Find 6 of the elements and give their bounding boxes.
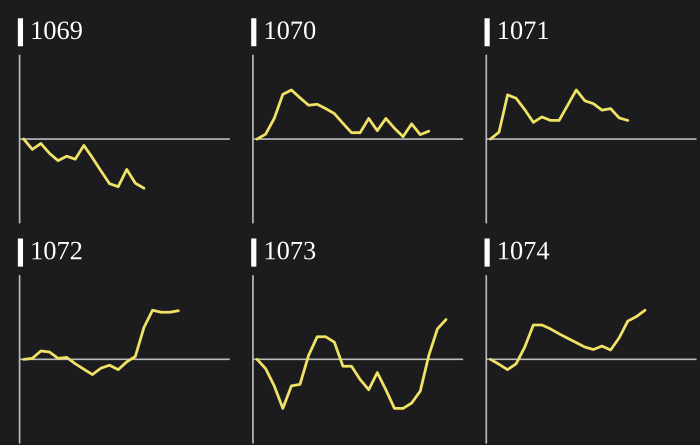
chart-title: 1070 [266,21,316,40]
chart-title: 1069 [32,21,82,40]
chart-title: 1074 [499,242,550,260]
chart-title: 1071 [499,21,548,40]
chart-title: 1072 [32,242,82,260]
chart-title: 1073 [266,242,316,260]
